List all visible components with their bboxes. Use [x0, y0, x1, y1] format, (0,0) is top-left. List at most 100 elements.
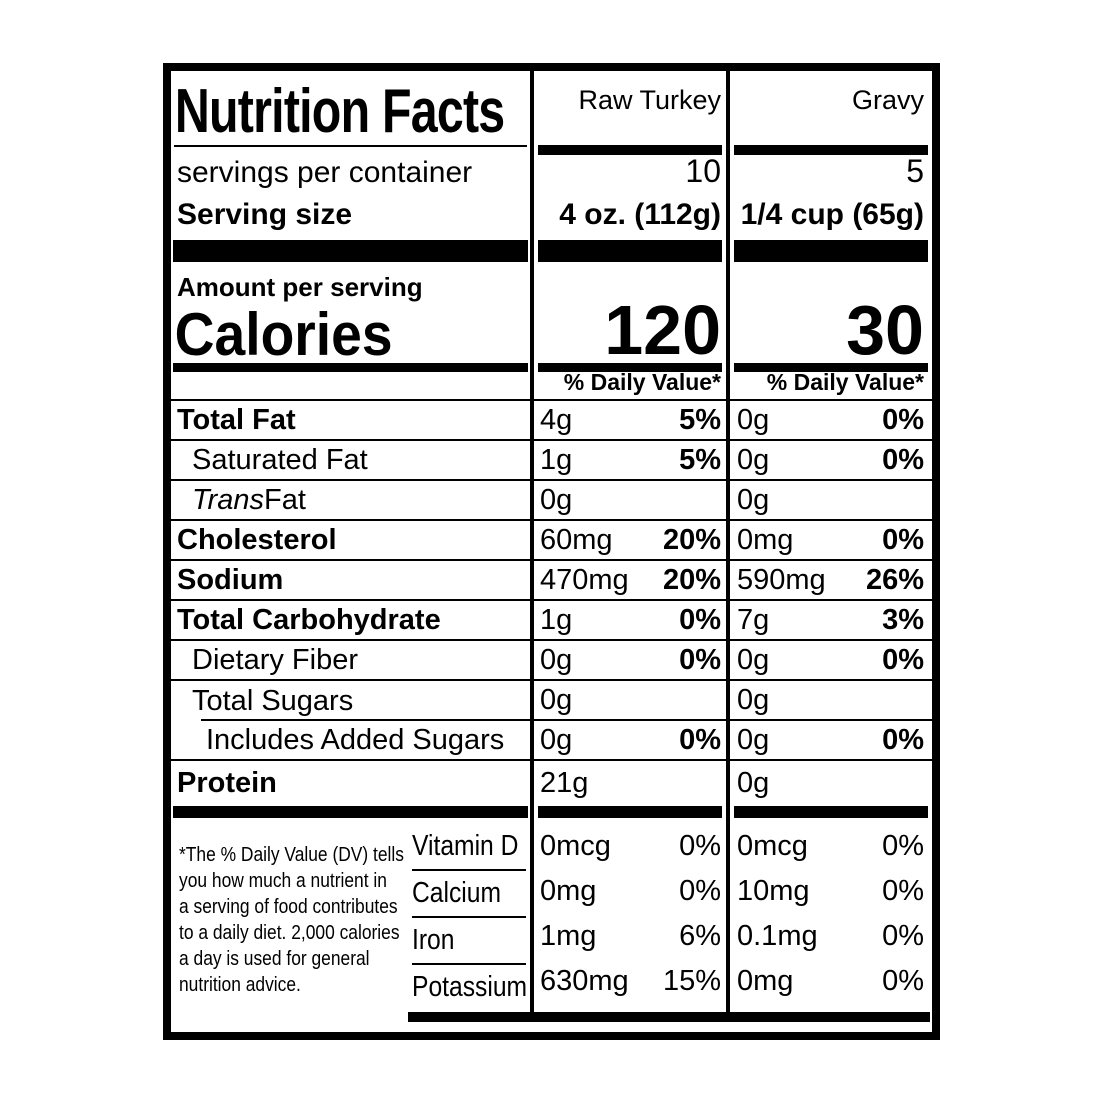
daily-value: 0% [679, 723, 721, 756]
amount: 630mg [540, 965, 629, 997]
amount: 0g [737, 767, 770, 799]
trans-italic: Trans [192, 483, 264, 516]
vitamin-names-column: Vitamin D Calcium Iron Potassium [412, 818, 530, 1012]
serving-size-value-col2: 1/4 cup (65g) [740, 198, 924, 231]
daily-value: 0% [882, 523, 924, 556]
serving-size-label: Serving size [177, 198, 353, 231]
section-bar-calories [171, 363, 932, 372]
header-row: Nutrition Facts Raw Turkey Gravy [171, 71, 932, 145]
column-divider-left [530, 71, 534, 1016]
section-bar-serving [171, 240, 932, 262]
amount: 0mg [737, 965, 794, 997]
amount: 0g [540, 723, 573, 756]
nutrient-row-dietary-fiber: Dietary Fiber 0g 0% 0g 0% [171, 641, 932, 681]
amount: 0g [737, 403, 770, 436]
amount: 1g [540, 603, 573, 636]
daily-value-header-col1: % Daily Value* [534, 369, 726, 401]
amount: 0g [737, 443, 770, 476]
nutrient-row-cholesterol: Cholesterol 60mg 20% 0mg 0% [171, 521, 932, 561]
nutrient-row-total-carbohydrate: Total Carbohydrate 1g 0% 7g 3% [171, 601, 932, 641]
amount: 0g [540, 683, 573, 716]
nutrient-row-total-sugars: Total Sugars 0g 0g [171, 681, 932, 721]
col2-header-bar [734, 145, 928, 155]
daily-value: 0% [679, 643, 721, 676]
amount: 0g [737, 683, 770, 716]
daily-value-header-col2: % Daily Value* [730, 369, 932, 401]
amount: 0g [737, 643, 770, 676]
amount: 590mg [737, 563, 826, 596]
nutrient-row-trans-fat: Trans Fat 0g 0g [171, 481, 932, 521]
calories-label: Calories [174, 301, 393, 368]
amount-per-serving-label: Amount per serving [177, 272, 423, 302]
amount: 470mg [540, 563, 629, 596]
daily-value: 0% [882, 965, 924, 997]
servings-value-col1: 10 [685, 153, 721, 189]
amount: 0mg [540, 875, 597, 907]
amount: 0g [540, 643, 573, 676]
daily-value: 20% [662, 523, 721, 556]
nutrient-row-added-sugars: Includes Added Sugars 0g 0% 0g 0% [171, 721, 932, 761]
nutrient-row-saturated-fat: Saturated Fat 1g 5% 0g 0% [171, 441, 932, 481]
col1-header-bar [538, 145, 722, 155]
vitamin-name-iron: Iron [412, 918, 526, 965]
amount: 10mg [737, 875, 810, 907]
amount: 0.1mg [737, 920, 818, 952]
servings-value-col2: 5 [906, 153, 924, 189]
amount: 0g [737, 483, 770, 516]
amount: 0g [540, 483, 573, 516]
daily-value: 0% [679, 875, 721, 907]
calories-row: Amount per serving Calories 120 30 [171, 262, 932, 369]
vitamin-name-potassium: Potassium [412, 971, 528, 1003]
daily-value: 0% [882, 830, 924, 862]
section-bar-protein [171, 806, 932, 818]
daily-value: 3% [882, 603, 924, 636]
amount: 0mg [737, 523, 794, 556]
nutrient-row-protein: Protein 21g 0g [177, 767, 770, 799]
daily-value: 0% [882, 875, 924, 907]
nutrition-facts-label: Nutrition Facts Raw Turkey Gravy serving… [163, 63, 940, 1040]
serving-size-row: Serving size 4 oz. (112g) 1/4 cup (65g) [171, 190, 932, 240]
vitamin-values-col2: 0mcg 0% 10mg 0% 0.1mg 0% 0mg 0% [730, 818, 932, 1012]
product-column-2-header: Gravy [851, 85, 924, 115]
daily-value-header-row: % Daily Value* % Daily Value* [171, 369, 932, 401]
daily-value: 0% [882, 643, 924, 676]
calories-value-col2: 30 [846, 290, 924, 369]
daily-value: 0% [882, 723, 924, 756]
serving-size-value-col1: 4 oz. (112g) [559, 198, 721, 231]
daily-value: 0% [679, 603, 721, 636]
daily-value: 26% [865, 563, 924, 596]
vitamins-section: *The % Daily Value (DV) tells you how mu… [171, 818, 932, 1012]
amount: 4g [540, 403, 573, 436]
amount: 1g [540, 443, 573, 476]
daily-value: 0% [882, 403, 924, 436]
amount: 0g [737, 723, 770, 756]
daily-value: 0% [882, 443, 924, 476]
vitamin-values-col1: 0mcg 0% 0mg 0% 1mg 6% 630mg 15% [534, 818, 726, 1012]
nutrient-row-sodium: Sodium 470mg 20% 590mg 26% [171, 561, 932, 601]
product-column-1-header: Raw Turkey [578, 85, 721, 115]
column-divider-right [726, 71, 730, 1016]
amount: 0mcg [737, 830, 808, 862]
servings-label: servings per container [177, 156, 473, 189]
calories-value-col1: 120 [604, 290, 721, 369]
daily-value: 5% [679, 443, 721, 476]
vitamin-name-vitamin-d: Vitamin D [412, 824, 526, 871]
header-separator-row [171, 145, 932, 155]
daily-value: 6% [679, 920, 721, 952]
footnote-cell: *The % Daily Value (DV) tells you how mu… [171, 818, 408, 1012]
bottom-bar [408, 1012, 930, 1022]
nutrient-row-total-fat: Total Fat 4g 5% 0g 0% [171, 401, 932, 441]
servings-row: servings per container 10 5 [171, 153, 932, 190]
daily-value: 0% [679, 830, 721, 862]
amount: 1mg [540, 920, 597, 952]
amount: 0mcg [540, 830, 611, 862]
title-cell: Nutrition Facts [171, 71, 530, 145]
amount: 21g [540, 767, 589, 799]
title-underline [174, 145, 527, 147]
daily-value: 20% [662, 563, 721, 596]
label-title: Nutrition Facts [174, 77, 505, 146]
amount: 7g [737, 603, 770, 636]
daily-value: 5% [679, 403, 721, 436]
vitamin-name-calcium: Calcium [412, 871, 526, 918]
